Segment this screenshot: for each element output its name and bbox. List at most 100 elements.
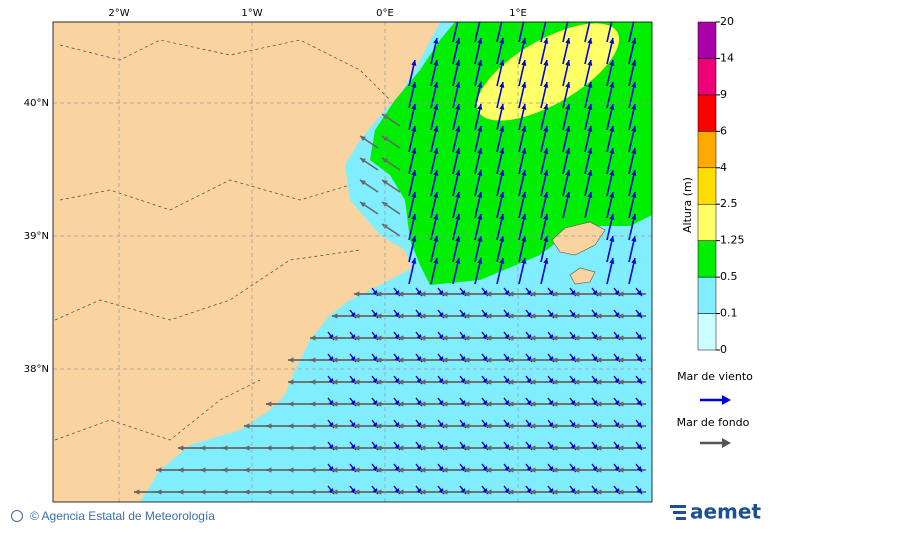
- arrow-head: [477, 126, 483, 132]
- arrow-head: [521, 126, 527, 132]
- colorbar-band: [697, 58, 717, 96]
- arrow-head: [530, 291, 536, 297]
- arrow-head: [587, 60, 593, 66]
- arrow-head: [433, 104, 439, 110]
- colorbar-band: [697, 21, 717, 59]
- arrow-head: [455, 126, 461, 132]
- arrow-head: [609, 16, 614, 22]
- arrow-head: [574, 489, 580, 495]
- arrow-head: [587, 82, 593, 88]
- arrow-head: [477, 60, 483, 66]
- colorbar-tick-label: 9: [720, 88, 727, 101]
- arrow-head: [398, 335, 404, 341]
- arrow-head: [376, 489, 382, 495]
- colorbar-band: [697, 131, 717, 169]
- arrow-head: [543, 82, 549, 88]
- arrow-head: [477, 148, 483, 154]
- arrow-head: [609, 38, 615, 44]
- arrow-head: [332, 489, 338, 495]
- arrow-head: [288, 423, 294, 429]
- arrow-head: [631, 38, 637, 44]
- arrow-head: [499, 170, 505, 176]
- arrow-head: [618, 357, 624, 363]
- arrow-head: [382, 136, 388, 142]
- arrow-head: [565, 104, 571, 110]
- arrow-head: [609, 126, 615, 132]
- arrow-head: [420, 291, 426, 297]
- arrow-head: [433, 82, 439, 88]
- arrow-head: [596, 445, 602, 451]
- arrow-head: [464, 445, 470, 451]
- arrow-head: [310, 379, 316, 385]
- arrow-head: [565, 170, 571, 176]
- arrow-head: [398, 401, 404, 407]
- arrow-head: [565, 148, 571, 154]
- arrow-head: [178, 445, 184, 451]
- lat-tick-label: 40°N: [24, 98, 49, 109]
- arrow-head: [398, 423, 404, 429]
- arrow-head: [574, 467, 580, 473]
- arrow-head: [433, 126, 439, 132]
- arrow-head: [552, 379, 558, 385]
- arrow-head: [376, 445, 382, 451]
- arrow-head: [618, 467, 624, 473]
- arrow-head: [565, 82, 571, 88]
- arrow-head: [332, 467, 338, 473]
- arrow-head: [631, 16, 636, 22]
- arrow-head: [398, 313, 404, 319]
- arrow-head: [508, 291, 514, 297]
- arrow-head: [530, 379, 536, 385]
- arrow-head: [288, 357, 294, 363]
- colorbar-tick-label: 14: [720, 51, 734, 64]
- arrow-head: [442, 467, 448, 473]
- arrow-head: [530, 489, 536, 495]
- arrow-head: [354, 357, 360, 363]
- arrow-head: [420, 379, 426, 385]
- arrow-head: [486, 401, 492, 407]
- arrow-head: [499, 104, 505, 110]
- arrow-head: [636, 444, 642, 450]
- arrow-head: [486, 467, 492, 473]
- arrow-head: [618, 335, 624, 341]
- arrow-head: [477, 258, 483, 264]
- arrow-head: [464, 357, 470, 363]
- arrow-head: [609, 236, 615, 242]
- arrow-head: [609, 170, 615, 176]
- arrow-head: [156, 489, 162, 495]
- arrow-head: [552, 313, 558, 319]
- arrow-head: [486, 423, 492, 429]
- arrow-head: [477, 192, 483, 198]
- arrow-head: [310, 357, 316, 363]
- arrow-head: [398, 357, 404, 363]
- arrow-head: [521, 214, 527, 220]
- arrow-head: [288, 445, 294, 451]
- arrow-head: [433, 170, 439, 176]
- arrow-head: [420, 401, 426, 407]
- colorbar-band: [697, 276, 717, 314]
- arrow-head: [354, 445, 360, 451]
- arrow-head: [543, 104, 549, 110]
- arrow-head: [631, 104, 637, 110]
- arrow-head: [455, 82, 461, 88]
- arrow-head: [521, 104, 527, 110]
- arrow-head: [244, 445, 250, 451]
- arrow-head: [565, 38, 571, 44]
- map: [53, 16, 652, 502]
- arrow-head: [464, 379, 470, 385]
- arrow-head: [609, 148, 615, 154]
- arrow: [496, 22, 503, 43]
- arrow-head: [266, 445, 272, 451]
- arrow-head: [398, 291, 404, 297]
- arrow-head: [499, 38, 505, 44]
- arrow-head: [411, 126, 417, 132]
- arrow-head: [508, 423, 514, 429]
- arrow-head: [543, 126, 549, 132]
- arrow-head: [587, 126, 593, 132]
- arrow-head: [486, 313, 492, 319]
- arrow-head: [631, 192, 637, 198]
- arrow-head: [609, 214, 615, 220]
- arrow-head: [596, 313, 602, 319]
- arrow-head: [618, 445, 624, 451]
- logo-text: aemet: [690, 500, 761, 524]
- arrow-head: [244, 467, 250, 473]
